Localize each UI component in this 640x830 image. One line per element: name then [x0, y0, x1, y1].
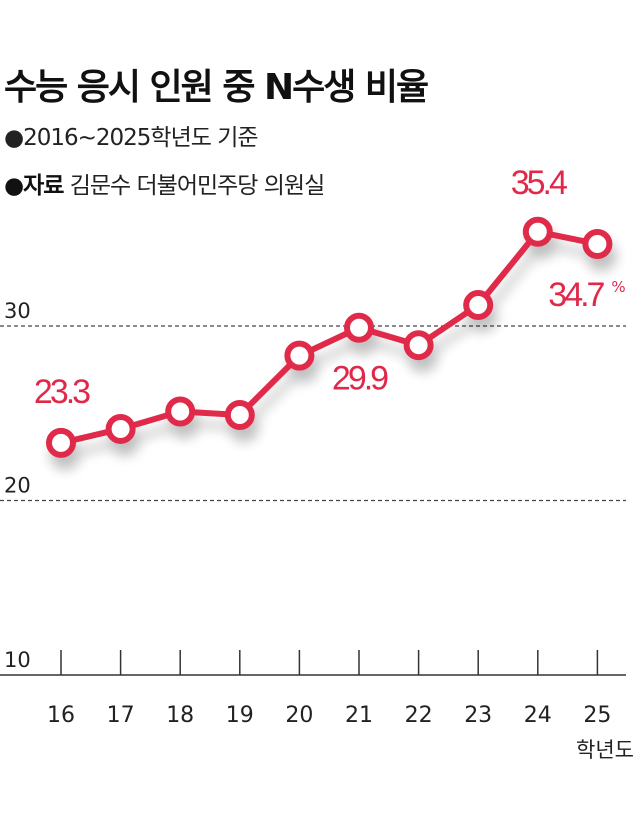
x-tick-label: 19 — [226, 703, 254, 728]
x-tick-label: 20 — [285, 703, 313, 728]
series-group — [46, 216, 613, 458]
unit-label: % — [611, 278, 625, 296]
x-tick-label: 17 — [107, 703, 135, 728]
y-tick-label: 10 — [4, 648, 31, 672]
source-label: ●자료 — [4, 173, 64, 199]
data-point — [165, 396, 196, 427]
x-tick-label: 24 — [524, 703, 552, 728]
data-point — [46, 427, 76, 458]
y-tick-label: 20 — [4, 474, 31, 498]
data-label: 35.4 — [511, 164, 567, 202]
data-point — [403, 330, 434, 361]
x-tick-label: 22 — [405, 703, 433, 728]
data-label: 29.9 — [332, 360, 388, 398]
data-label: 34.7 — [548, 276, 604, 314]
data-point — [463, 290, 494, 321]
series-line — [60, 228, 599, 446]
chart-subtitle: ●2016~2025학년도 기준 — [4, 125, 259, 151]
data-label: 23.3 — [34, 373, 90, 411]
data-point — [284, 340, 315, 371]
data-point — [522, 216, 553, 247]
data-point — [344, 312, 374, 343]
x-tick-label: 16 — [47, 703, 75, 728]
x-tick-label: 18 — [166, 703, 194, 728]
data-point — [582, 228, 613, 259]
x-tick-label: 25 — [583, 703, 611, 728]
x-tick-label: 21 — [345, 703, 373, 728]
data-point — [105, 413, 136, 444]
chart-title: 수능 응시 인원 중 N수생 비율 — [4, 67, 429, 108]
data-point — [224, 399, 255, 430]
chart-source: ●자료 김문수 더불어민주당 의원실 — [4, 166, 326, 200]
source-text: 김문수 더불어민주당 의원실 — [69, 173, 326, 199]
x-tick-label: 23 — [464, 703, 492, 728]
y-tick-label: 30 — [4, 299, 31, 323]
x-axis-label: 학년도 — [576, 738, 634, 762]
